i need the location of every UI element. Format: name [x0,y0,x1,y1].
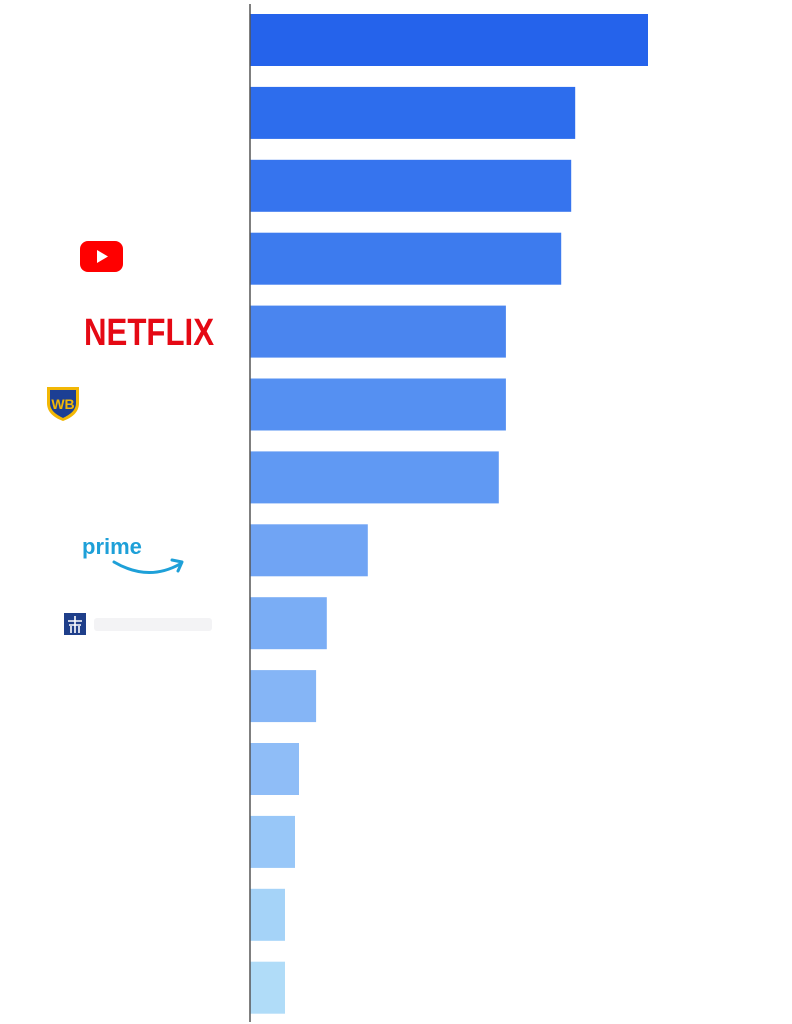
bar-6 [250,378,506,431]
netflix-logo: NETFLIX [84,312,215,354]
bar-3 [250,159,572,212]
bar-12 [250,815,295,868]
bar-14 [250,961,285,1014]
bar-4 [250,232,562,285]
bar-13 [250,888,285,941]
warner-bros-letters: WB [51,396,74,412]
youtube-logo [80,241,123,272]
bar-7 [250,451,499,504]
bar-1 [250,14,648,66]
bars-group [250,14,648,1014]
bar-11 [250,743,299,795]
comcast-logo [64,613,212,635]
bar-8 [250,524,368,577]
bar-2 [250,86,576,139]
bar-10 [250,670,317,723]
prime-video-logo: prime [82,534,184,574]
bar-5 [250,305,506,358]
prime-wordmark: prime [82,534,142,559]
warner-bros-logo: WB [47,387,79,421]
bar-9 [250,597,327,650]
